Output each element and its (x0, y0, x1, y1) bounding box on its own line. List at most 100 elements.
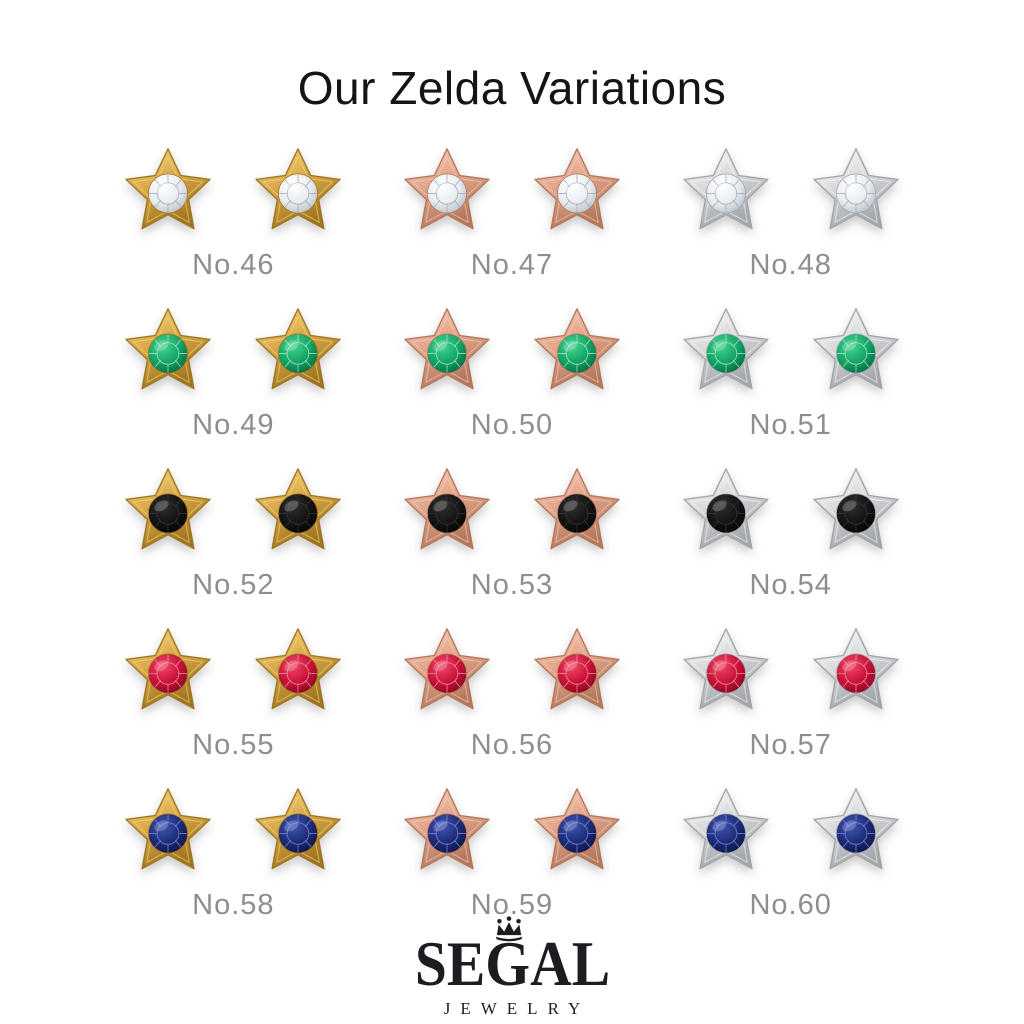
star-earring-icon (125, 308, 212, 390)
earring-star-right (809, 786, 903, 880)
variation-no-54: No.54 (651, 460, 930, 620)
star-earring-icon (404, 628, 490, 710)
variation-label: No.54 (749, 569, 832, 601)
variation-no-47: No.47 (373, 140, 652, 300)
variation-label: No.57 (749, 729, 832, 761)
variations-grid: No.46 No.47 (94, 140, 930, 940)
variation-no-46: No.46 (94, 140, 373, 300)
variation-no-58: No.58 (94, 780, 373, 940)
earring-star-right (530, 786, 624, 880)
variation-label: No.56 (470, 729, 554, 761)
earring-star-right (251, 466, 345, 560)
variation-label: No.48 (749, 249, 832, 281)
star-earring-icon (682, 468, 769, 550)
star-earring-icon (534, 628, 620, 710)
earring-star-left (121, 146, 215, 240)
earring-star-left (400, 626, 494, 720)
star-earring-icon (404, 148, 490, 230)
star-earring-icon (682, 308, 769, 390)
variation-label: No.49 (192, 409, 275, 441)
earring-pair (400, 466, 624, 560)
earring-pair (400, 306, 624, 400)
earring-star-left (400, 306, 494, 400)
earring-star-left (400, 466, 494, 560)
variation-no-51: No.51 (651, 300, 930, 460)
earring-star-right (530, 146, 624, 240)
earring-star-right (530, 626, 624, 720)
earring-pair (121, 786, 345, 880)
star-earring-icon (682, 788, 769, 870)
earring-star-left (121, 306, 215, 400)
variation-no-50: No.50 (373, 300, 652, 460)
earring-star-right (809, 466, 903, 560)
star-earring-icon (255, 628, 342, 710)
earring-star-right (251, 146, 345, 240)
earring-star-right (530, 306, 624, 400)
star-earring-icon (404, 788, 490, 870)
earring-pair (679, 306, 903, 400)
variation-label: No.47 (470, 249, 554, 281)
earring-star-right (251, 626, 345, 720)
variation-no-60: No.60 (651, 780, 930, 940)
earring-star-left (679, 306, 773, 400)
star-earring-icon (255, 148, 342, 230)
star-earring-icon (125, 148, 212, 230)
earring-pair (400, 146, 624, 240)
star-earring-icon (255, 788, 342, 870)
brand-logo: SEGAL JEWELRY (0, 916, 1024, 1019)
earring-star-right (251, 786, 345, 880)
star-earring-icon (255, 468, 342, 550)
variation-no-52: No.52 (94, 460, 373, 620)
earring-pair (679, 466, 903, 560)
page-title: Our Zelda Variations (297, 62, 727, 114)
star-earring-icon (682, 148, 769, 230)
earring-pair (679, 626, 903, 720)
crown-icon (496, 916, 522, 942)
star-earring-icon (404, 308, 490, 390)
earring-pair (400, 786, 624, 880)
star-earring-icon (812, 628, 899, 710)
earring-star-right (809, 306, 903, 400)
star-earring-icon (812, 148, 899, 230)
variation-label: No.59 (470, 889, 554, 921)
earring-pair (121, 626, 345, 720)
variation-label: No.51 (749, 409, 832, 441)
earring-star-left (679, 466, 773, 560)
star-earring-icon (125, 468, 212, 550)
star-earring-icon (125, 788, 212, 870)
earring-pair (121, 146, 345, 240)
star-earring-icon (812, 308, 899, 390)
variation-label: No.58 (192, 889, 275, 921)
earring-pair (121, 306, 345, 400)
variation-label: No.60 (749, 889, 832, 921)
earring-star-right (809, 626, 903, 720)
earring-star-left (121, 466, 215, 560)
variation-no-59: No.59 (373, 780, 652, 940)
earring-star-left (400, 146, 494, 240)
variation-no-49: No.49 (94, 300, 373, 460)
earring-star-right (809, 146, 903, 240)
brand-name: SEGAL (414, 928, 610, 999)
star-earring-icon (682, 628, 769, 710)
earring-star-right (530, 466, 624, 560)
star-earring-icon (404, 468, 490, 550)
earring-star-left (121, 626, 215, 720)
variation-label: No.46 (192, 249, 275, 281)
star-earring-icon (125, 628, 212, 710)
variation-label: No.53 (470, 569, 554, 601)
earring-star-left (400, 786, 494, 880)
variation-no-56: No.56 (373, 620, 652, 780)
variation-label: No.50 (470, 409, 554, 441)
earring-pair (679, 786, 903, 880)
variation-label: No.52 (192, 569, 275, 601)
star-earring-icon (534, 148, 620, 230)
star-earring-icon (534, 308, 620, 390)
star-earring-icon (255, 308, 342, 390)
earring-star-left (679, 786, 773, 880)
star-earring-icon (812, 788, 899, 870)
star-earring-icon (812, 468, 899, 550)
star-earring-icon (534, 788, 620, 870)
variation-label: No.55 (192, 729, 275, 761)
star-earring-icon (534, 468, 620, 550)
earring-pair (400, 626, 624, 720)
